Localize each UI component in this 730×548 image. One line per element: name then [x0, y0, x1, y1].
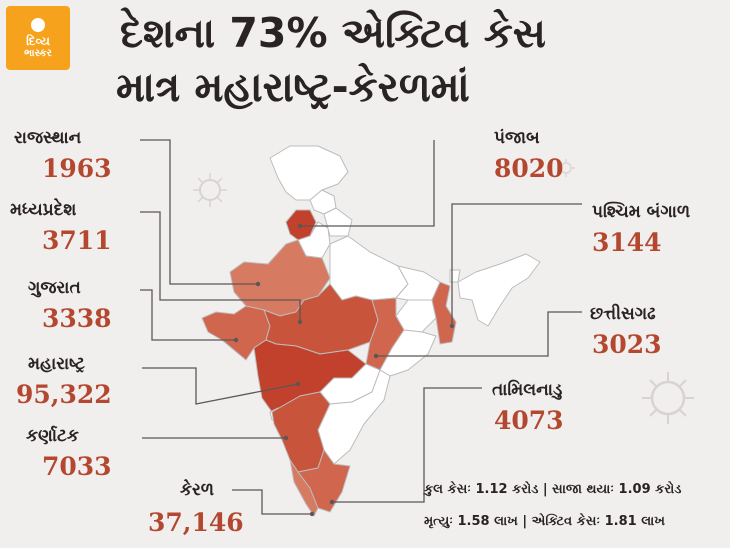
label-chhattisgarh-name: છત્તીસગઢ: [590, 304, 656, 324]
label-tamil-nadu-cases: 4073: [494, 406, 564, 435]
sun-icon: [31, 17, 45, 32]
state-jammu-kashmir: [269, 145, 349, 201]
headline-line-2: માત્ર મહારાષ્ટ્ર-કેરળમાં: [116, 63, 470, 111]
label-gujarat-name: ગુજરાત: [28, 278, 81, 298]
state-assam-northeast: [457, 253, 541, 327]
label-west-bengal-name: પશ્ચિમ બંગાળ: [592, 202, 691, 222]
logo-line-2: ભાસ્કર: [24, 47, 52, 59]
headline-line-1: દેશના 73% એક્ટિવ કેસ: [120, 9, 546, 57]
label-maharashtra-name: મહારાષ્ટ્ર: [28, 354, 85, 374]
leader-lines: [140, 139, 582, 515]
state-odisha: [379, 329, 437, 377]
label-punjab-name: પંજાબ: [494, 128, 540, 148]
leader-west-bengal: [451, 203, 582, 326]
label-karnataka-name: કર્ણાટક: [26, 426, 79, 446]
label-punjab-cases: 8020: [494, 154, 564, 183]
label-west-bengal-cases: 3144: [592, 228, 662, 257]
virus-icon: [557, 159, 575, 177]
label-madhya-pradesh-name: મધ્યપ્રદેશ: [10, 200, 77, 220]
state-uttar-pradesh: [329, 235, 409, 301]
leader-rajasthan: [140, 139, 258, 285]
label-maharashtra-cases: 95,322: [16, 380, 112, 409]
brand-logo: દિવ્ય ભાસ્કર: [6, 6, 70, 70]
label-rajasthan-cases: 1963: [42, 154, 112, 183]
leader-gujarat: [140, 289, 236, 341]
label-madhya-pradesh-cases: 3711: [42, 226, 112, 255]
leader-punjab: [300, 140, 435, 227]
stats-total-recovered: કુલ કેસઃ 1.12 કરોડ | સાજા થયાઃ 1.09 કરોડ: [424, 482, 682, 497]
virus-icon: [193, 173, 227, 207]
label-rajasthan-name: રાજસ્થાન: [14, 128, 82, 148]
state-west-bengal: [431, 281, 457, 345]
stats-deaths-active: મૃત્યુઃ 1.58 લાખ | એક્ટિવ કેસઃ 1.81 લાખ: [424, 514, 665, 529]
virus-icon: [642, 372, 694, 424]
label-kerala-cases: 37,146: [148, 508, 244, 537]
label-gujarat-cases: 3338: [42, 304, 112, 333]
leader-maharashtra: [142, 367, 299, 405]
leader-chhattisgarh: [376, 311, 582, 357]
leader-tamil-nadu: [332, 387, 482, 503]
label-karnataka-cases: 7033: [42, 452, 112, 481]
leader-dots: [233, 223, 455, 517]
state-tamil-nadu: [297, 449, 351, 513]
state-uttarakhand: [323, 207, 353, 237]
label-tamil-nadu-name: તામિલનાડુ: [492, 380, 563, 400]
label-chhattisgarh-cases: 3023: [592, 330, 662, 359]
leader-madhya-pradesh: [140, 211, 301, 322]
leader-kerala: [232, 489, 312, 515]
logo-line-1: દિવ્ય: [26, 33, 50, 48]
label-kerala-name: કેરળ: [180, 480, 215, 500]
